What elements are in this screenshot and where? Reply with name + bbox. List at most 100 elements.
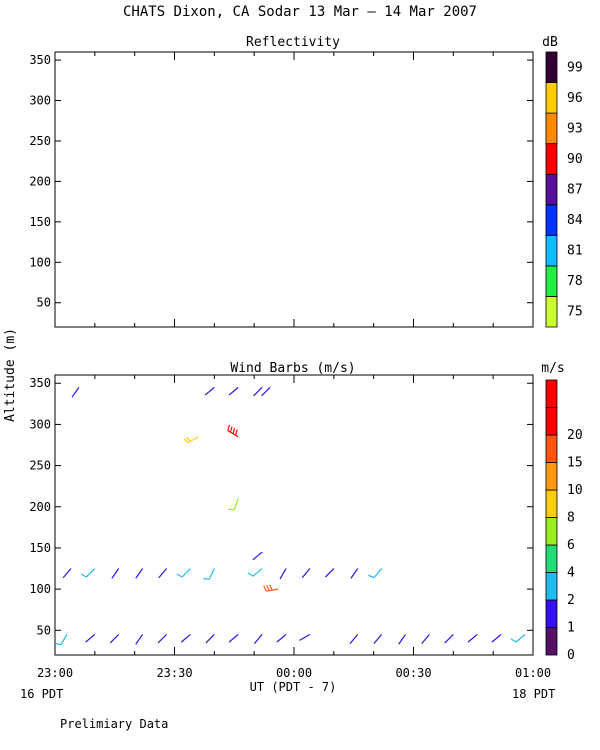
colorbar-swatch [545,296,558,328]
wind-barb [510,633,526,643]
wind-barb-shaft [515,633,526,643]
colorbar-label: 78 [567,274,583,289]
wind-barb-flag [229,426,233,433]
colorbar-label: 84 [567,213,583,228]
wind-barb [183,436,199,444]
wind-barb-flag [228,508,235,511]
wind-barb [203,568,215,580]
wind-barb-shaft [299,633,311,641]
wind-barb [109,633,120,644]
wind-barb-flag [263,585,267,592]
y-tick-label: 300 [29,94,51,108]
x-tick-label: 00:00 [276,666,312,680]
wind-barb [279,568,287,580]
colorbar-label: 81 [567,244,583,259]
colorbar-swatch [545,599,558,628]
wind-barb [228,633,239,643]
wind-barb-flag [510,638,517,643]
wind-barb-flag [232,427,236,434]
y-tick-label: 200 [29,174,51,188]
wind-barb-shaft [187,436,199,444]
wind-barb-flag [54,642,62,646]
wind-barb [228,498,239,511]
wind-barb [253,634,263,644]
wind-barb [157,633,167,644]
wind-colorbar: 0 1 2 4 6 8 10 15 20 [545,379,583,663]
reflectivity-colorbar-unit: dB [542,35,558,50]
wind-barb-shaft [109,633,120,644]
wind-barb-shaft [157,633,167,644]
colorbar-swatch [545,462,558,491]
wind-barb [261,386,271,397]
figure-title: CHATS Dixon, CA Sodar 13 Mar — 14 Mar 20… [123,4,477,20]
wind-barb [299,633,311,641]
wind-barb-flag [183,438,189,444]
wind-barb [135,568,144,579]
wind-barb-shaft [398,634,407,645]
reflectivity-plot-frame [54,51,534,328]
colorbar-label: 6 [567,538,575,553]
wind-barb-shaft [266,588,279,592]
y-tick-label: 100 [29,255,51,269]
wind-barb-shaft [158,568,167,579]
wind-barb-shaft [62,568,72,579]
colorbar-label: 93 [567,121,583,136]
colorbar-swatch [545,627,558,656]
wind-barb [135,634,144,645]
colorbar-label: 90 [567,152,583,167]
wind-barb [205,633,215,644]
wind-barb-shaft [301,568,311,579]
x-axis-label: UT (PDT - 7) [250,680,337,694]
reflectivity-x-axis [54,52,534,327]
wind-barb-shaft [111,568,120,579]
colorbar-swatch [545,82,558,114]
wind-barb-shaft [252,551,263,561]
wind-barb-shaft [491,633,502,643]
x-tick-label: 00:30 [395,666,431,680]
wind-barb-shaft [350,568,359,579]
footer-note: Prelimiary Data [60,717,168,731]
colorbar-swatch [545,379,558,408]
y-tick-label: 150 [29,541,51,555]
y-tick-label: 100 [29,582,51,596]
wind-barbs-layer [54,386,526,646]
colorbar-label: 87 [567,183,583,198]
colorbar-swatch [545,112,558,145]
wind-barb [228,386,239,396]
wind-barb-flag [368,574,375,579]
wind-barb [349,634,359,644]
wind-barb-shaft [135,568,144,579]
wind-barb [85,633,96,643]
wind-barb-shaft [261,386,271,397]
colorbar-swatch [545,407,558,436]
wind-barb-shaft [349,634,359,644]
wind-barb [253,386,263,397]
wind-barb [263,584,279,592]
wind-barb-flag [80,573,87,578]
wind-barb-shaft [60,634,68,646]
colorbar-swatch [545,572,558,601]
reflectivity-title: Reflectivity [246,35,340,50]
wind-barb [467,633,478,643]
y-tick-label: 350 [29,376,51,390]
wind-barb [111,568,120,579]
x-tick-label: 23:30 [156,666,192,680]
wind-barb [373,634,383,644]
wind-barb-shaft [253,386,263,397]
colorbar-label: 99 [567,60,583,75]
colorbar-label: 8 [567,511,575,526]
wind-barb-shaft [233,498,239,511]
wind-barb-shaft [228,633,239,643]
wind-barb [368,568,383,579]
x-date-left: 16 PDT [20,687,63,701]
y-tick-label: 250 [29,459,51,473]
colorbar-label: 1 [567,621,575,636]
wind-barb [71,387,80,398]
wind-barb-flag [203,577,210,580]
wind-barb [444,633,454,644]
wind-barb-shaft [253,634,263,644]
colorbar-label: 96 [567,91,583,106]
y-tick-label: 150 [29,215,51,229]
